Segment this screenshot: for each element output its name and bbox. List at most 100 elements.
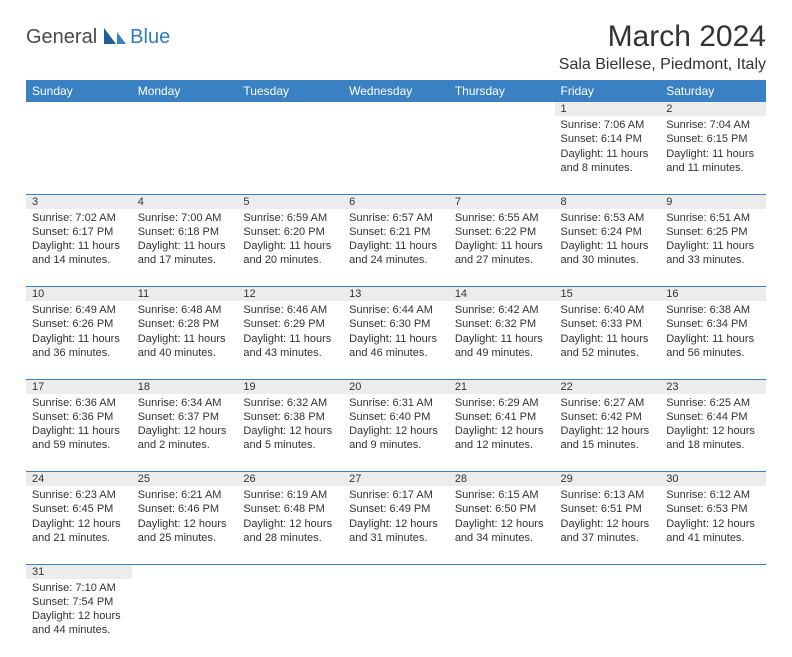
sunrise-line: Sunrise: 7:00 AM — [138, 211, 232, 225]
sunset-line: Sunset: 6:45 PM — [32, 502, 126, 516]
day-cell — [237, 116, 343, 194]
daylight-line: Daylight: 11 hours — [666, 239, 760, 253]
daylight-line: Daylight: 11 hours — [138, 332, 232, 346]
logo: General Blue — [26, 26, 170, 49]
day-cell: Sunrise: 6:48 AMSunset: 6:28 PMDaylight:… — [132, 301, 238, 379]
day-number: 9 — [660, 194, 766, 209]
sunset-line: Sunset: 6:22 PM — [455, 225, 549, 239]
daylight-line: and 11 minutes. — [666, 161, 760, 175]
day-cell: Sunrise: 6:31 AMSunset: 6:40 PMDaylight:… — [343, 394, 449, 472]
daylight-line: and 15 minutes. — [561, 438, 655, 452]
week-row: Sunrise: 7:10 AMSunset: 7:54 PMDaylight:… — [26, 579, 766, 657]
sunrise-line: Sunrise: 6:31 AM — [349, 396, 443, 410]
day-cell — [343, 579, 449, 657]
location: Sala Biellese, Piedmont, Italy — [559, 56, 766, 74]
weekday-header: Monday — [132, 80, 238, 102]
daylight-line: Daylight: 12 hours — [666, 424, 760, 438]
daylight-line: Daylight: 11 hours — [561, 147, 655, 161]
sunrise-line: Sunrise: 6:25 AM — [666, 396, 760, 410]
daylight-line: Daylight: 12 hours — [349, 517, 443, 531]
day-cell: Sunrise: 6:23 AMSunset: 6:45 PMDaylight:… — [26, 486, 132, 564]
daylight-line: Daylight: 11 hours — [243, 239, 337, 253]
sunset-line: Sunset: 6:50 PM — [455, 502, 549, 516]
day-number: 25 — [132, 472, 238, 487]
day-cell: Sunrise: 6:53 AMSunset: 6:24 PMDaylight:… — [555, 209, 661, 287]
day-number — [26, 102, 132, 116]
day-number: 6 — [343, 194, 449, 209]
daylight-line: and 40 minutes. — [138, 346, 232, 360]
day-number: 3 — [26, 194, 132, 209]
day-cell: Sunrise: 7:04 AMSunset: 6:15 PMDaylight:… — [660, 116, 766, 194]
sunrise-line: Sunrise: 6:13 AM — [561, 488, 655, 502]
sunset-line: Sunset: 6:15 PM — [666, 132, 760, 146]
sunset-line: Sunset: 6:41 PM — [455, 410, 549, 424]
day-cell: Sunrise: 6:57 AMSunset: 6:21 PMDaylight:… — [343, 209, 449, 287]
day-number: 20 — [343, 379, 449, 394]
day-cell: Sunrise: 6:51 AMSunset: 6:25 PMDaylight:… — [660, 209, 766, 287]
daylight-line: and 12 minutes. — [455, 438, 549, 452]
daylight-line: Daylight: 11 hours — [455, 332, 549, 346]
sunset-line: Sunset: 6:14 PM — [561, 132, 655, 146]
daynum-row: 10111213141516 — [26, 287, 766, 302]
daylight-line: and 52 minutes. — [561, 346, 655, 360]
daylight-line: Daylight: 12 hours — [32, 609, 126, 623]
sunrise-line: Sunrise: 6:15 AM — [455, 488, 549, 502]
sunrise-line: Sunrise: 6:17 AM — [349, 488, 443, 502]
sunset-line: Sunset: 6:46 PM — [138, 502, 232, 516]
daylight-line: Daylight: 11 hours — [561, 239, 655, 253]
daylight-line: Daylight: 12 hours — [349, 424, 443, 438]
daylight-line: Daylight: 12 hours — [138, 424, 232, 438]
logo-text-2: Blue — [130, 26, 170, 49]
sunrise-line: Sunrise: 6:42 AM — [455, 303, 549, 317]
weekday-header: Sunday — [26, 80, 132, 102]
daylight-line: Daylight: 11 hours — [349, 239, 443, 253]
sunrise-line: Sunrise: 6:44 AM — [349, 303, 443, 317]
sunrise-line: Sunrise: 6:12 AM — [666, 488, 760, 502]
sunrise-line: Sunrise: 7:04 AM — [666, 118, 760, 132]
sunset-line: Sunset: 6:44 PM — [666, 410, 760, 424]
sunset-line: Sunset: 6:36 PM — [32, 410, 126, 424]
weekday-header: Wednesday — [343, 80, 449, 102]
daylight-line: Daylight: 11 hours — [32, 239, 126, 253]
sunset-line: Sunset: 6:18 PM — [138, 225, 232, 239]
day-cell: Sunrise: 6:46 AMSunset: 6:29 PMDaylight:… — [237, 301, 343, 379]
daylight-line: Daylight: 12 hours — [243, 517, 337, 531]
daylight-line: and 28 minutes. — [243, 531, 337, 545]
day-number — [449, 564, 555, 579]
weekday-header: Tuesday — [237, 80, 343, 102]
day-cell: Sunrise: 6:44 AMSunset: 6:30 PMDaylight:… — [343, 301, 449, 379]
calendar-table: Sunday Monday Tuesday Wednesday Thursday… — [26, 80, 766, 657]
daynum-row: 17181920212223 — [26, 379, 766, 394]
sunset-line: Sunset: 6:21 PM — [349, 225, 443, 239]
sunrise-line: Sunrise: 6:23 AM — [32, 488, 126, 502]
day-cell: Sunrise: 7:10 AMSunset: 7:54 PMDaylight:… — [26, 579, 132, 657]
daylight-line: and 49 minutes. — [455, 346, 549, 360]
sunrise-line: Sunrise: 6:46 AM — [243, 303, 337, 317]
day-number: 13 — [343, 287, 449, 302]
day-cell — [660, 579, 766, 657]
sunset-line: Sunset: 6:24 PM — [561, 225, 655, 239]
daylight-line: and 17 minutes. — [138, 253, 232, 267]
daylight-line: Daylight: 11 hours — [349, 332, 443, 346]
daynum-row: 24252627282930 — [26, 472, 766, 487]
daylight-line: and 24 minutes. — [349, 253, 443, 267]
daylight-line: Daylight: 12 hours — [455, 517, 549, 531]
week-row: Sunrise: 7:06 AMSunset: 6:14 PMDaylight:… — [26, 116, 766, 194]
sunset-line: Sunset: 6:49 PM — [349, 502, 443, 516]
day-cell — [449, 116, 555, 194]
daylight-line: Daylight: 11 hours — [32, 424, 126, 438]
day-number: 19 — [237, 379, 343, 394]
sunrise-line: Sunrise: 6:59 AM — [243, 211, 337, 225]
day-cell: Sunrise: 6:19 AMSunset: 6:48 PMDaylight:… — [237, 486, 343, 564]
day-cell: Sunrise: 6:59 AMSunset: 6:20 PMDaylight:… — [237, 209, 343, 287]
day-number: 12 — [237, 287, 343, 302]
sunrise-line: Sunrise: 6:19 AM — [243, 488, 337, 502]
day-cell: Sunrise: 6:15 AMSunset: 6:50 PMDaylight:… — [449, 486, 555, 564]
day-number: 18 — [132, 379, 238, 394]
day-number: 14 — [449, 287, 555, 302]
day-number — [343, 564, 449, 579]
sunrise-line: Sunrise: 6:21 AM — [138, 488, 232, 502]
day-number — [660, 564, 766, 579]
sunset-line: Sunset: 6:53 PM — [666, 502, 760, 516]
day-number: 27 — [343, 472, 449, 487]
